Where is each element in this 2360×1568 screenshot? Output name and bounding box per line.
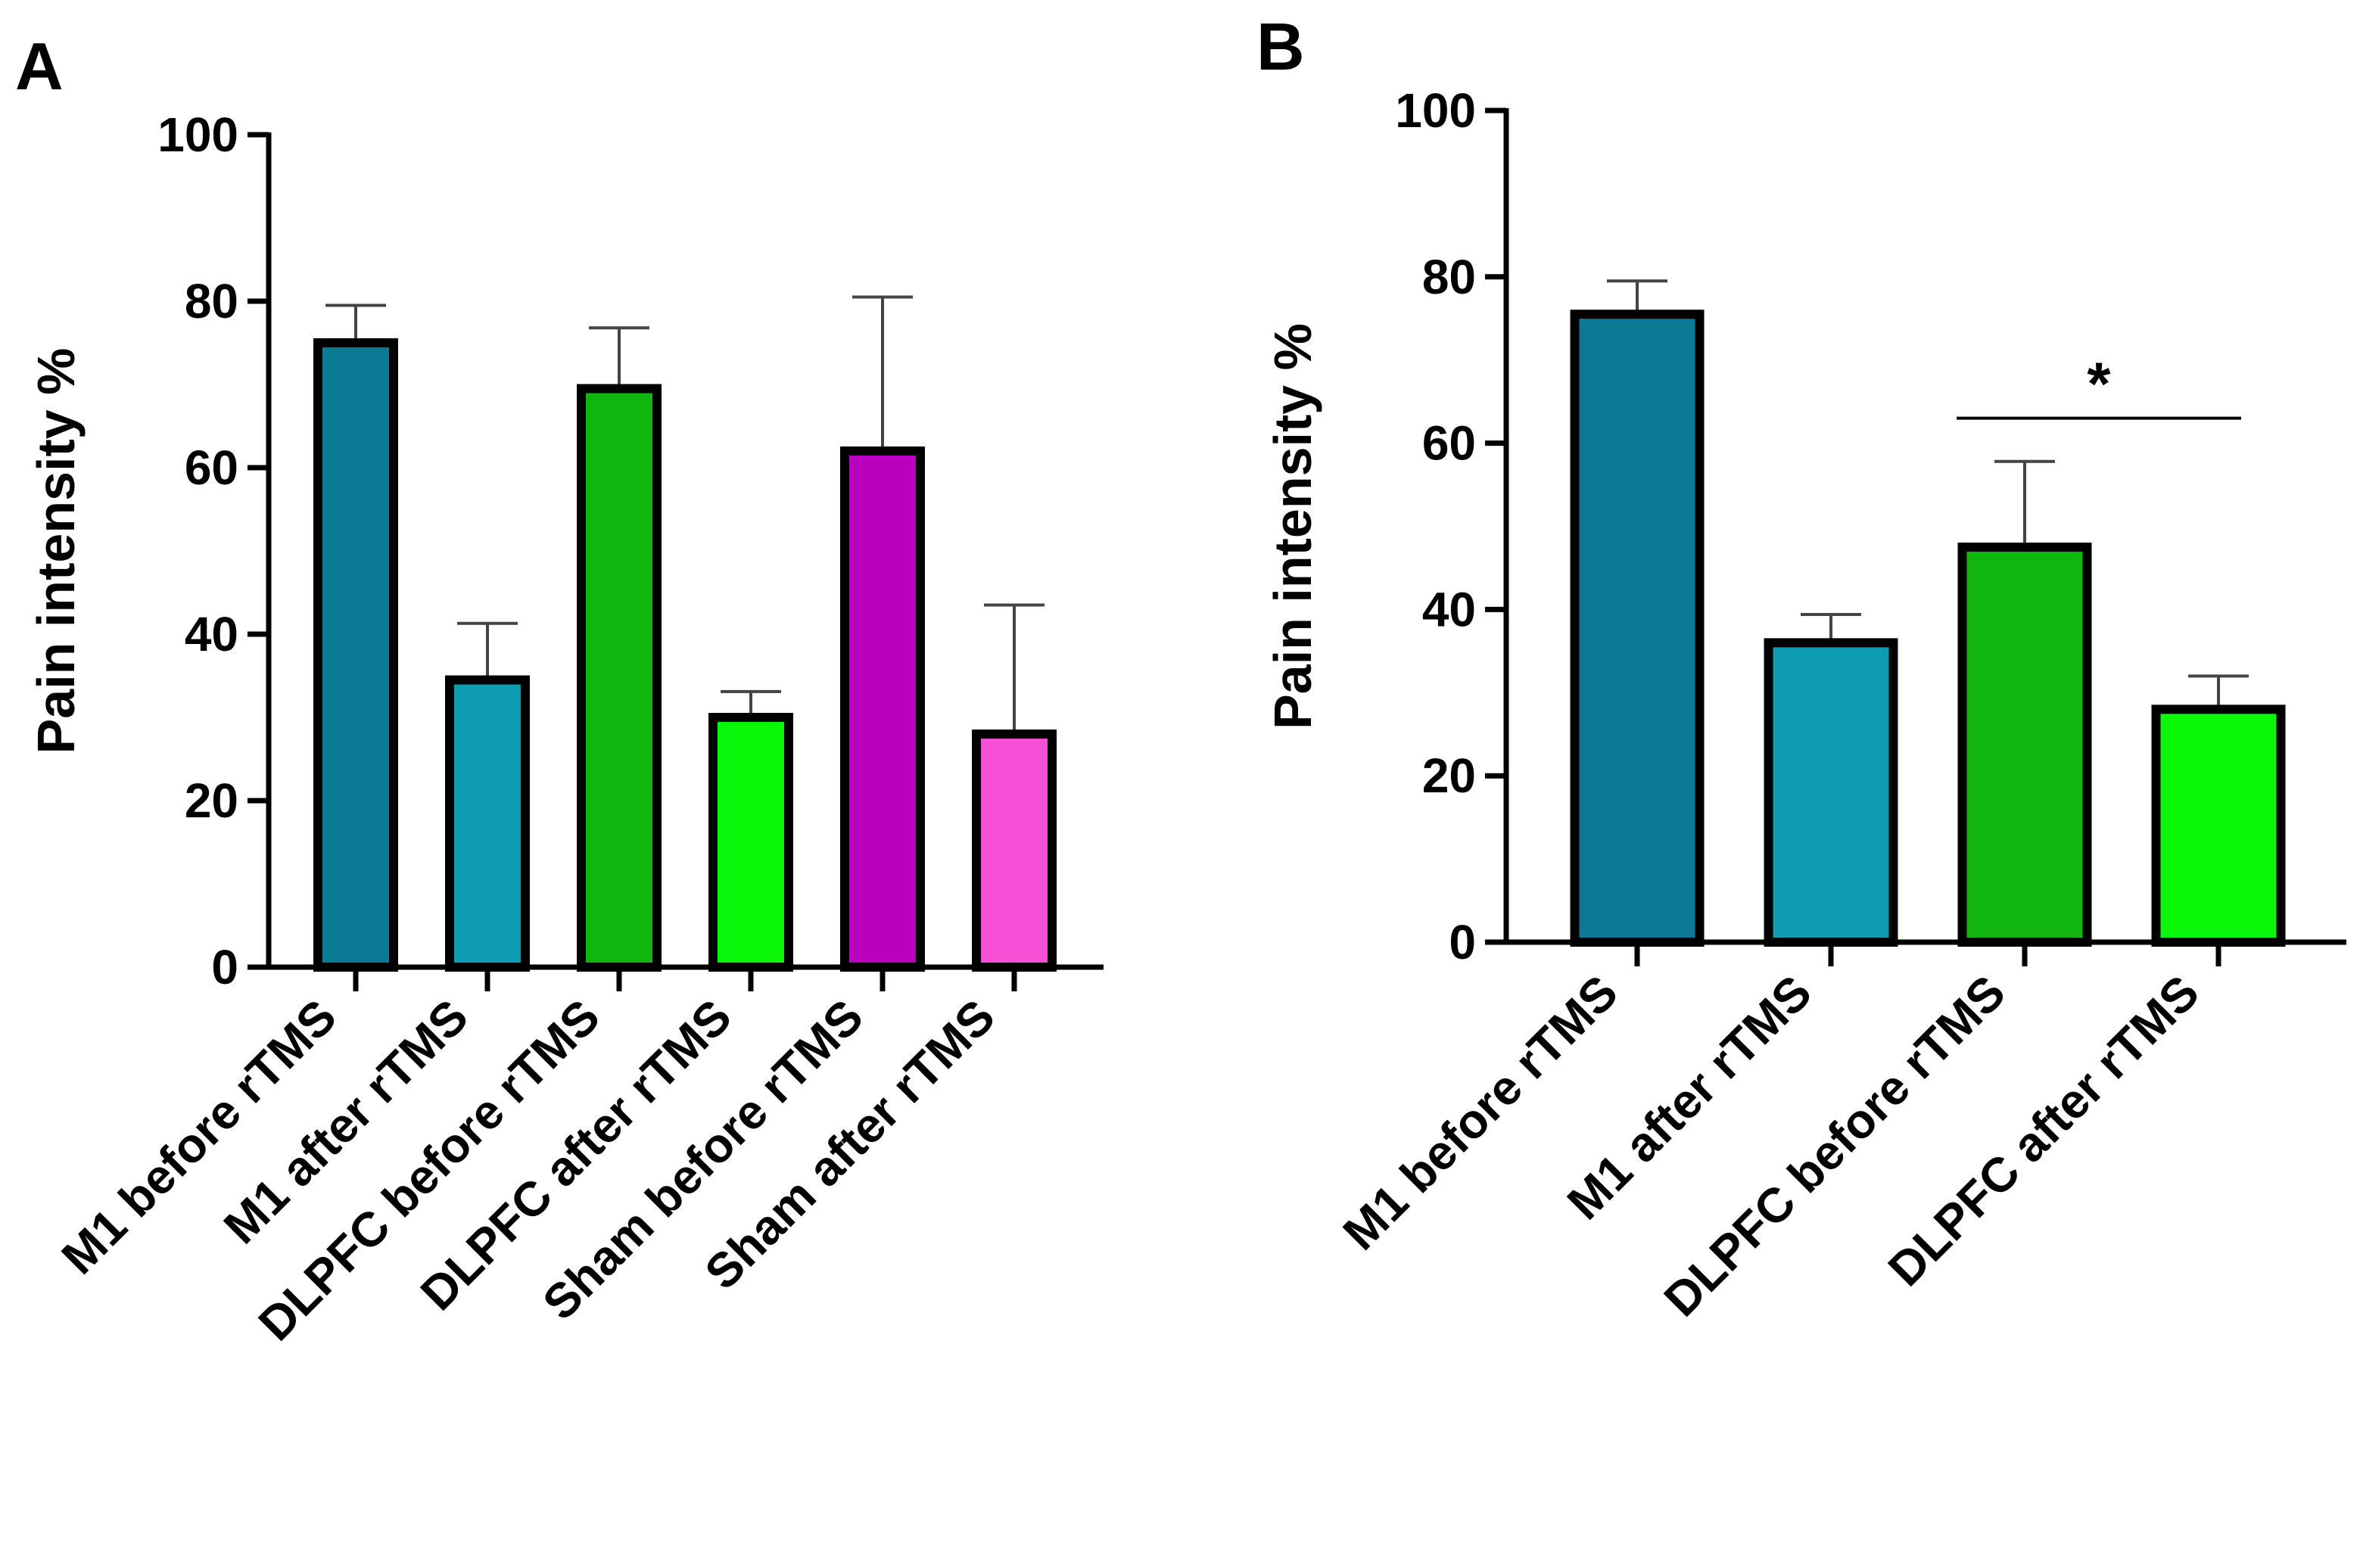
y-tick-label: 20 xyxy=(185,773,238,828)
panel-letter: A xyxy=(15,29,64,104)
bar-sham-after-rtms xyxy=(972,730,1057,972)
y-axis-title: Pain intensity % xyxy=(26,348,86,754)
bar-m1-before-rtms xyxy=(313,338,398,972)
bar-m1-before-rtms xyxy=(1570,310,1705,947)
bar-m1-after-rtms xyxy=(1764,638,1898,947)
bar-m1-after-rtms xyxy=(445,675,530,972)
y-axis-title: Pain intensity % xyxy=(1263,323,1322,730)
x-tick-label: DLPFC before rTMS xyxy=(1654,965,2016,1327)
y-tick-label: 80 xyxy=(185,274,238,328)
bar-dlpfc-after-rtms xyxy=(708,713,793,972)
bar-dlpfc-before-rtms xyxy=(577,384,662,972)
y-tick-label: 40 xyxy=(1422,582,1476,636)
significance-mark: * xyxy=(2087,350,2111,418)
bar-dlpfc-before-rtms xyxy=(1957,542,2092,947)
panel-letter: B xyxy=(1256,9,1305,84)
y-tick-label: 60 xyxy=(1422,416,1476,471)
y-tick-label: 40 xyxy=(185,607,238,661)
y-tick-label: 20 xyxy=(1422,748,1476,803)
y-tick-label: 60 xyxy=(185,440,238,495)
y-tick-label: 0 xyxy=(211,940,238,994)
bar-dlpfc-after-rtms xyxy=(2151,705,2286,947)
y-tick-label: 80 xyxy=(1422,250,1476,304)
y-tick-label: 0 xyxy=(1449,915,1476,969)
y-tick-label: 100 xyxy=(157,107,238,162)
bar-sham-before-rtms xyxy=(840,446,925,972)
y-tick-label: 100 xyxy=(1395,83,1476,138)
